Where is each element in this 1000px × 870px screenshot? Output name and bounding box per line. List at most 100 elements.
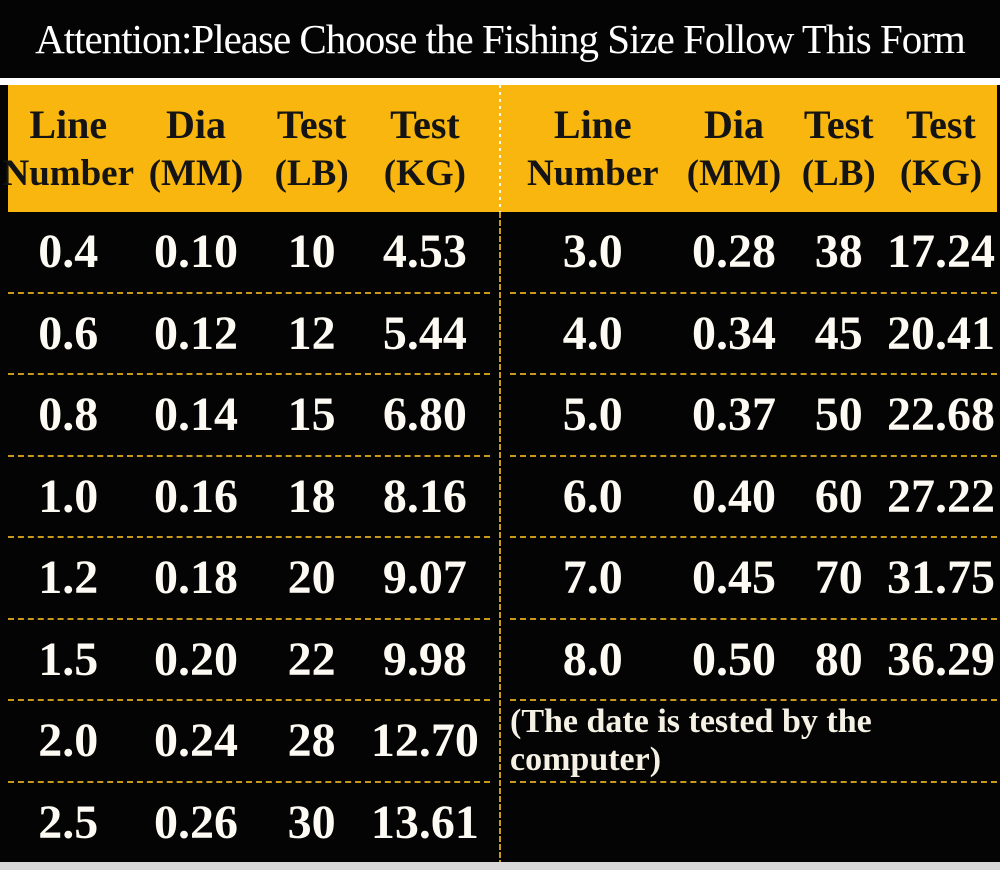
column-header-text: Number xyxy=(527,153,659,195)
table-cell: 5.44 xyxy=(382,306,467,360)
table-cell: 22.68 xyxy=(886,388,995,442)
table-cell: 0.24 xyxy=(153,714,238,768)
column-header-dia-mm: Dia (MM) xyxy=(676,85,793,212)
table-cell: 50 xyxy=(814,388,863,442)
table-cell: 22 xyxy=(287,632,336,686)
table-row: 2.0 0.24 28 12.70 xyxy=(8,701,490,783)
table-cell: 20 xyxy=(287,551,336,605)
table-cell: 0.37 xyxy=(692,388,777,442)
table-cell: 9.07 xyxy=(382,551,467,605)
table-cell: 2.0 xyxy=(38,714,99,768)
table-row: 0.8 0.14 15 6.80 xyxy=(8,375,490,457)
table-row: 0.6 0.12 12 5.44 xyxy=(8,294,490,375)
table-cell: 10 xyxy=(287,225,336,279)
table-cell: 6.0 xyxy=(562,469,623,523)
table-cell: 31.75 xyxy=(886,551,995,605)
table-cell: 0.40 xyxy=(692,469,777,523)
table-cell: 7.0 xyxy=(562,551,623,605)
table-cell: 0.14 xyxy=(153,388,238,442)
column-header-line-number: Line Number xyxy=(510,85,676,212)
column-header-test-kg: Test (KG) xyxy=(360,85,490,212)
column-header-text: Dia xyxy=(165,102,226,148)
table-cell: 4.0 xyxy=(562,306,623,360)
table-row: 2.5 0.26 30 13.61 xyxy=(8,783,490,863)
column-header-text: Test xyxy=(276,102,347,148)
table-cell: 17.24 xyxy=(886,225,995,279)
empty-row xyxy=(510,783,997,863)
left-edge-margin xyxy=(0,212,8,862)
table-cell: 0.34 xyxy=(692,306,777,360)
table-row: 5.0 0.37 50 22.68 xyxy=(510,375,997,457)
table-cell: 4.53 xyxy=(382,225,467,279)
table-row: 1.0 0.16 18 8.16 xyxy=(8,457,490,538)
table-cell: 12 xyxy=(287,306,336,360)
column-header-text: (LB) xyxy=(801,153,876,195)
table-row: 0.4 0.10 10 4.53 xyxy=(8,212,490,294)
table-cell: 5.0 xyxy=(562,388,623,442)
table-cell: 0.20 xyxy=(153,632,238,686)
table-cell: 0.45 xyxy=(692,551,777,605)
table-cell: 20.41 xyxy=(886,306,995,360)
size-table-left: 0.4 0.10 10 4.53 0.6 0.12 12 5.44 0.8 0.14 15 6.80 1… xyxy=(8,212,490,862)
column-header-text: Test xyxy=(906,102,976,148)
table-row: 4.0 0.34 45 20.41 xyxy=(510,294,997,375)
vertical-dotted-divider xyxy=(499,85,501,862)
column-header-text: Number xyxy=(2,153,135,195)
table-cell: 1.5 xyxy=(38,632,99,686)
column-header-text: Line xyxy=(553,102,632,148)
page-title: Attention:Please Choose the Fishing Size… xyxy=(35,16,966,62)
attention-banner: Attention:Please Choose the Fishing Size… xyxy=(0,0,1000,78)
bottom-divider-strip xyxy=(0,862,1000,870)
table-cell: 0.28 xyxy=(692,225,777,279)
table-cell: 36.29 xyxy=(886,632,995,686)
column-header-text: (LB) xyxy=(274,153,349,195)
column-header-text: (MM) xyxy=(148,153,244,195)
column-header-text: (KG) xyxy=(899,153,983,195)
divider-header-segment xyxy=(499,85,501,212)
table-cell: 8.16 xyxy=(382,469,467,523)
table-header-band: Line Number Dia (MM) Test (LB) Test (KG)… xyxy=(2,85,997,212)
table-cell: 27.22 xyxy=(886,469,995,523)
table-row: 7.0 0.45 70 31.75 xyxy=(510,538,997,620)
column-header-test-lb: Test (LB) xyxy=(792,85,885,212)
table-cell: 60 xyxy=(814,469,863,523)
computer-tested-note: (The date is tested by the computer) xyxy=(510,701,997,783)
divider-body-segment xyxy=(499,212,501,862)
table-cell: 13.61 xyxy=(370,795,479,849)
table-cell: 0.26 xyxy=(153,795,238,849)
table-cell: 0.4 xyxy=(38,225,99,279)
table-cell: 8.0 xyxy=(562,632,623,686)
table-row: 1.2 0.18 20 9.07 xyxy=(8,538,490,620)
column-header-dia-mm: Dia (MM) xyxy=(129,85,264,212)
column-header-test-kg: Test (KG) xyxy=(885,85,997,212)
table-cell: 38 xyxy=(814,225,863,279)
size-table-right: 3.0 0.28 38 17.24 4.0 0.34 45 20.41 5.0 0.37 50 22.… xyxy=(510,212,997,862)
table-row: 6.0 0.40 60 27.22 xyxy=(510,457,997,538)
column-header-test-lb: Test (LB) xyxy=(263,85,359,212)
left-table-header-row: Line Number Dia (MM) Test (LB) Test (KG) xyxy=(2,85,490,212)
table-row: 1.5 0.20 22 9.98 xyxy=(8,620,490,701)
table-cell: 70 xyxy=(814,551,863,605)
table-cell: 2.5 xyxy=(38,795,99,849)
table-cell: 28 xyxy=(287,714,336,768)
table-cell: 18 xyxy=(287,469,336,523)
table-cell: 15 xyxy=(287,388,336,442)
table-cell: 0.6 xyxy=(38,306,99,360)
table-body-band: 0.4 0.10 10 4.53 0.6 0.12 12 5.44 0.8 0.14 15 6.80 1… xyxy=(0,212,1000,862)
table-cell: 1.2 xyxy=(38,551,99,605)
table-cell: 0.12 xyxy=(153,306,238,360)
table-cell: 80 xyxy=(814,632,863,686)
right-table-header-row: Line Number Dia (MM) Test (LB) Test (KG) xyxy=(510,85,997,212)
column-header-text: (MM) xyxy=(686,153,782,195)
column-header-text: Dia xyxy=(704,102,765,148)
column-header-line-number: Line Number xyxy=(2,85,134,212)
column-header-text: Line xyxy=(29,102,108,148)
table-cell: 0.50 xyxy=(692,632,777,686)
table-cell: 0.16 xyxy=(153,469,238,523)
table-cell: 45 xyxy=(814,306,863,360)
table-row: 3.0 0.28 38 17.24 xyxy=(510,212,997,294)
column-header-text: Test xyxy=(803,102,874,148)
column-header-text: Test xyxy=(390,102,460,148)
table-cell: 6.80 xyxy=(382,388,467,442)
